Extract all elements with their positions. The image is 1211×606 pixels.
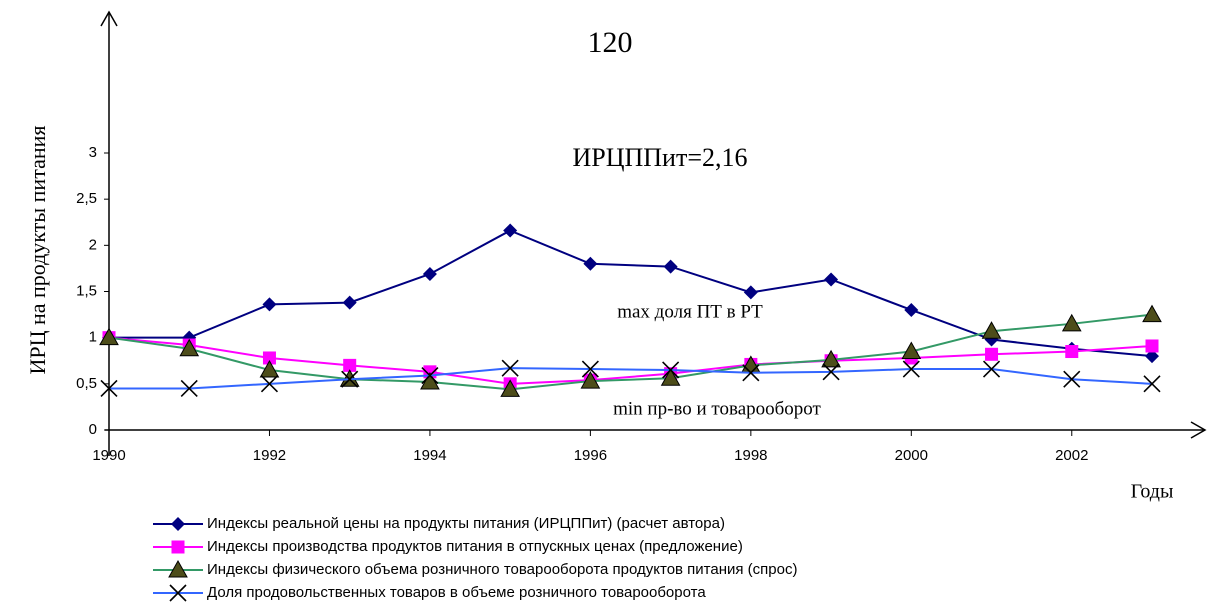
data-point	[985, 347, 999, 361]
data-point	[503, 223, 518, 238]
data-point	[343, 358, 357, 372]
data-point	[1143, 375, 1161, 393]
data-point	[500, 379, 521, 397]
data-point	[743, 285, 758, 300]
legend-marker	[171, 517, 185, 531]
y-tick-label: 3	[89, 144, 97, 161]
data-point	[660, 368, 681, 386]
data-point	[1063, 370, 1081, 388]
data-point	[1061, 313, 1082, 332]
data-point	[821, 349, 841, 368]
data-point	[902, 360, 920, 378]
series-line	[109, 367, 1153, 390]
data-point	[179, 338, 200, 357]
data-point	[742, 364, 760, 382]
data-point	[663, 259, 678, 274]
data-point	[662, 361, 680, 379]
y-axis-arrow	[100, 10, 118, 27]
data-point	[421, 366, 439, 385]
legend-label: Индексы производства продуктов питания в…	[207, 538, 743, 555]
legend-marker	[168, 559, 188, 578]
series-line	[108, 336, 1153, 385]
data-point	[341, 370, 359, 388]
data-point	[1065, 345, 1079, 359]
y-tick-label: 2,5	[76, 190, 97, 207]
data-point	[824, 272, 839, 287]
y-axis-label: ИРЦ на продукты питания	[25, 125, 50, 374]
data-point	[581, 360, 599, 378]
y-tick-label: 1,5	[76, 282, 97, 299]
data-point	[904, 302, 919, 317]
data-point	[1145, 349, 1159, 364]
x-tick-label: 2000	[895, 447, 928, 464]
data-point	[901, 341, 922, 360]
legend-marker	[169, 584, 187, 602]
x-tick-label: 1998	[734, 447, 767, 464]
x-axis-arrow	[1190, 421, 1207, 439]
annotation: min пр-во и товарооборот	[613, 398, 821, 419]
legend-marker	[171, 540, 185, 554]
data-point	[501, 359, 519, 377]
annotation: ИРЦППит=2,16	[572, 143, 747, 172]
x-tick-label: 2002	[1055, 447, 1088, 464]
x-tick-label: 1996	[574, 447, 607, 464]
data-point	[259, 359, 280, 378]
x-tick-label: 1990	[92, 447, 125, 464]
series-line	[108, 313, 1153, 391]
y-tick-label: 2	[89, 236, 97, 253]
x-tick-label: 1992	[253, 447, 286, 464]
y-tick-label: 0,5	[76, 375, 97, 392]
legend-label: Индексы реальной цены на продукты питани…	[207, 515, 725, 532]
data-point	[262, 297, 277, 312]
data-point	[1142, 304, 1162, 323]
legend-label: Индексы физического объема розничного то…	[207, 561, 797, 578]
data-point	[1145, 339, 1159, 353]
annotation: max доля ПТ в РТ	[617, 301, 763, 322]
data-point	[822, 363, 840, 381]
data-point	[422, 266, 437, 281]
y-tick-label: 0	[89, 421, 97, 438]
data-point	[260, 375, 279, 393]
data-point	[342, 295, 357, 310]
legend-label: Доля продовольственных товаров в объеме …	[207, 584, 706, 601]
x-axis-label: Годы	[1131, 481, 1174, 503]
data-point	[262, 351, 276, 365]
data-point	[981, 321, 1002, 339]
data-point	[580, 371, 601, 389]
data-point	[982, 360, 1001, 378]
data-point	[100, 379, 118, 398]
page-number: 120	[588, 26, 633, 59]
x-tick-label: 1994	[413, 447, 446, 464]
data-point	[99, 327, 119, 346]
data-point	[583, 256, 598, 271]
y-tick-label: 1	[89, 329, 97, 346]
data-point	[180, 379, 198, 398]
